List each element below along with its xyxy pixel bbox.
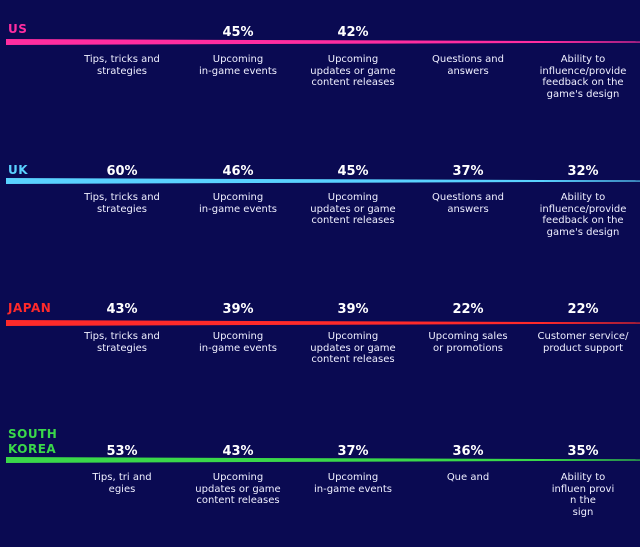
percent-value: 36% [452, 444, 484, 459]
percent-value: 39% [222, 302, 254, 317]
country-label: UK [8, 163, 29, 177]
country-label: US [8, 22, 28, 36]
percent-value: 46% [222, 164, 254, 179]
percent-value: 42% [337, 25, 369, 40]
category-label: Questions and answers [432, 192, 504, 215]
category-label: Questions and answers [432, 54, 504, 77]
percent-value: 45% [222, 25, 254, 40]
percent-value: 22% [452, 302, 484, 317]
category-label: Tips, tricks and strategies [84, 54, 160, 77]
category-label: Upcoming sales or promotions [428, 331, 508, 354]
category-label: Upcoming in-game events [199, 192, 277, 215]
region-line [6, 178, 640, 184]
category-label: Tips, tricks and strategies [84, 192, 160, 215]
category-label: Tips, tri and egies [92, 472, 152, 495]
percent-value: 43% [222, 444, 254, 459]
percent-value: 37% [452, 164, 484, 179]
region-uk: UK 60% Tips, tricks and strategies 46% Upcom… [0, 155, 640, 275]
region-line [6, 39, 640, 45]
category-label: Que and [446, 472, 490, 483]
percent-value: 32% [567, 164, 599, 179]
region-line-shape [6, 39, 640, 45]
category-label: Ability to influen provi n the sign [551, 472, 615, 518]
country-label: SOUTH KOREA [8, 427, 58, 456]
percent-value: 60% [106, 164, 138, 179]
percent-value: 43% [106, 302, 138, 317]
country-label: JAPAN [8, 301, 52, 315]
percent-value: 39% [337, 302, 369, 317]
category-label: Ability to influence/provide feedback on… [539, 54, 627, 100]
category-label: Upcoming updates or game content release… [310, 331, 396, 365]
percent-value: 45% [337, 164, 369, 179]
category-label: Upcoming updates or game content release… [310, 54, 396, 88]
region-us: US Tips, tricks and strategies 45% Upcoming… [0, 12, 640, 132]
region-line [6, 457, 640, 463]
category-label: Customer service/ product support [537, 331, 629, 354]
region-line-shape [6, 457, 640, 463]
region-line [6, 320, 640, 326]
category-label: Upcoming in-game events [314, 472, 392, 495]
percent-value: 53% [106, 444, 138, 459]
category-label: Upcoming in-game events [199, 331, 277, 354]
category-label: Upcoming updates or game content release… [310, 192, 396, 226]
category-label: Upcoming updates or game content release… [195, 472, 281, 506]
percent-value: 37% [337, 444, 369, 459]
region-south-korea: SOUTH KOREA 53% Tips, tri and egies 43% Upco… [0, 427, 640, 547]
region-japan: JAPAN 43% Tips, tricks and strategies 39% Up… [0, 293, 640, 413]
percent-value: 22% [567, 302, 599, 317]
percent-value: 35% [567, 444, 599, 459]
region-line-shape [6, 178, 640, 184]
category-label: Upcoming in-game events [199, 54, 277, 77]
category-label: Ability to influence/provide feedback on… [539, 192, 627, 238]
region-line-shape [6, 320, 640, 326]
category-label: Tips, tricks and strategies [84, 331, 160, 354]
